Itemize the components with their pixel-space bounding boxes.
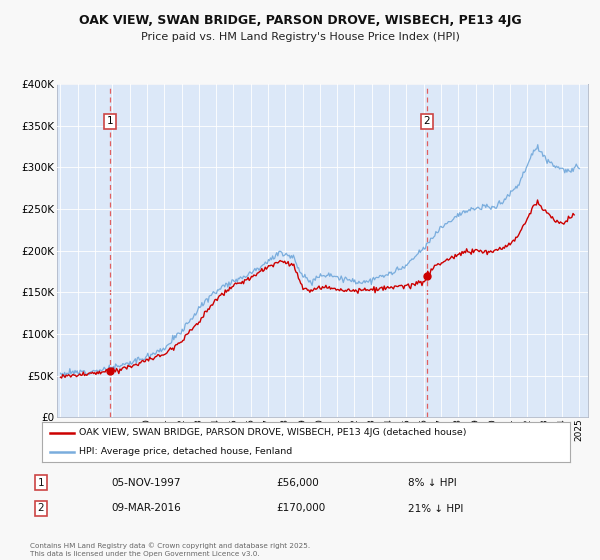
- Text: 2: 2: [37, 503, 44, 514]
- Text: Contains HM Land Registry data © Crown copyright and database right 2025.
This d: Contains HM Land Registry data © Crown c…: [30, 543, 310, 557]
- Text: 1: 1: [106, 116, 113, 127]
- Text: £170,000: £170,000: [276, 503, 325, 514]
- Text: 2: 2: [424, 116, 430, 127]
- Text: 21% ↓ HPI: 21% ↓ HPI: [408, 503, 463, 514]
- Text: 09-MAR-2016: 09-MAR-2016: [111, 503, 181, 514]
- Text: OAK VIEW, SWAN BRIDGE, PARSON DROVE, WISBECH, PE13 4JG (detached house): OAK VIEW, SWAN BRIDGE, PARSON DROVE, WIS…: [79, 428, 466, 437]
- Text: £56,000: £56,000: [276, 478, 319, 488]
- Text: Price paid vs. HM Land Registry's House Price Index (HPI): Price paid vs. HM Land Registry's House …: [140, 32, 460, 42]
- Text: 05-NOV-1997: 05-NOV-1997: [111, 478, 181, 488]
- Text: OAK VIEW, SWAN BRIDGE, PARSON DROVE, WISBECH, PE13 4JG: OAK VIEW, SWAN BRIDGE, PARSON DROVE, WIS…: [79, 14, 521, 27]
- Text: HPI: Average price, detached house, Fenland: HPI: Average price, detached house, Fenl…: [79, 447, 292, 456]
- Text: 1: 1: [37, 478, 44, 488]
- Text: 8% ↓ HPI: 8% ↓ HPI: [408, 478, 457, 488]
